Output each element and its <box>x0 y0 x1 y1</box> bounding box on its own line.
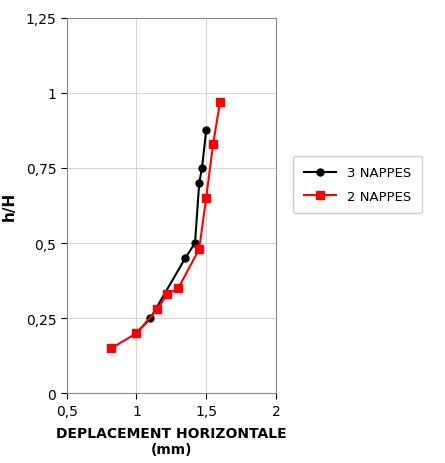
Line: 2 NAPPES: 2 NAPPES <box>107 98 224 353</box>
3 NAPPES <box>199 166 205 171</box>
2 NAPPES <box>134 331 139 336</box>
2 NAPPES <box>165 292 170 297</box>
3 NAPPES <box>134 331 139 336</box>
3 NAPPES <box>182 256 188 261</box>
3 NAPPES <box>197 181 202 186</box>
3 NAPPES <box>192 241 198 246</box>
2 NAPPES <box>210 142 216 147</box>
2 NAPPES <box>203 196 209 201</box>
3 NAPPES <box>203 128 209 134</box>
2 NAPPES <box>197 247 202 252</box>
Legend: 3 NAPPES, 2 NAPPES: 3 NAPPES, 2 NAPPES <box>293 156 422 214</box>
3 NAPPES <box>148 316 153 321</box>
2 NAPPES <box>176 286 181 291</box>
2 NAPPES <box>218 100 223 105</box>
Line: 3 NAPPES: 3 NAPPES <box>133 128 210 337</box>
2 NAPPES <box>155 307 160 313</box>
2 NAPPES <box>109 346 114 351</box>
X-axis label: DEPLACEMENT HORIZONTALE
(mm): DEPLACEMENT HORIZONTALE (mm) <box>56 426 287 457</box>
Y-axis label: h/H: h/H <box>2 191 17 221</box>
